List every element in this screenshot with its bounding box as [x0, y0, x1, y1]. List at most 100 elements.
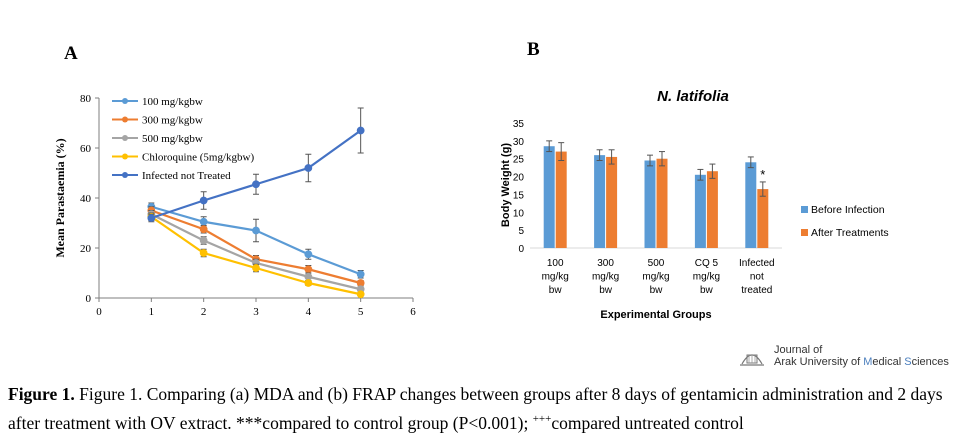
- chart-b-x-tick-label: mg/kg: [642, 272, 669, 283]
- chart-a-x-tick-label: 0: [96, 306, 102, 318]
- chart-a-data-point: [252, 226, 260, 235]
- chart-b-error-bar: [697, 168, 704, 181]
- chart-a-x-ticks: 0 1 2 3 4 5 6: [96, 298, 416, 318]
- chart-b-x-tick-label: Infected: [739, 258, 775, 269]
- chart-a-data-point: [252, 180, 260, 189]
- chart-b-error-bar: [596, 149, 603, 161]
- chart-b-error-bar: [546, 140, 553, 153]
- chart-a-x-tick-label: 3: [253, 306, 259, 318]
- journal-title: Journal of Arak University of Medical Sc…: [774, 344, 949, 368]
- chart-b-y-tick-label: 15: [513, 190, 525, 201]
- chart-b-error-bar: [709, 163, 716, 179]
- chart-b-y-ticks: 0 5 10 15 20 25 30 35: [513, 119, 525, 255]
- chart-b-title: N. latifolia: [657, 88, 729, 105]
- chart-b-error-bar: [747, 156, 754, 169]
- chart-b-x-tick-label: bw: [700, 285, 714, 296]
- chart-b-y-tick-label: 35: [513, 119, 525, 130]
- chart-b-legend-swatch: [801, 229, 808, 236]
- chart-b-x-tick-label: treated: [741, 285, 772, 296]
- chart-a-series: [147, 107, 365, 299]
- chart-a-data-point: [356, 270, 365, 279]
- caption-superscript: +++: [532, 413, 552, 425]
- chart-a-legend-label: 500 mg/kgbw: [142, 133, 203, 145]
- chart-b-y-tick-label: 10: [513, 208, 525, 219]
- chart-b-y-tick-label: 25: [513, 155, 525, 166]
- chart-a-y-tick-label: 0: [86, 293, 92, 305]
- chart-a-data-point: [199, 196, 208, 205]
- chart-b-x-tick-label: 100: [547, 258, 564, 269]
- chart-b-x-tick-label: bw: [599, 285, 613, 296]
- chart-b-y-tick-label: 5: [518, 226, 524, 237]
- journal-emblem-icon: [740, 354, 764, 366]
- chart-b: N. latifolia Body Weight (g) 0 5 10 15 20 25 3…: [500, 88, 889, 321]
- chart-b-bar: [745, 162, 757, 248]
- chart-b-error-bar: [659, 151, 665, 167]
- chart-b-y-tick-label: 20: [513, 173, 525, 184]
- journal-title-line2: Arak University of Medical Sciences: [774, 356, 949, 368]
- chart-b-bars: *: [543, 140, 769, 248]
- chart-a-y-tick-label: 40: [80, 193, 92, 205]
- chart-a-legend-item: Chloroquine (5mg/kgbw): [112, 152, 254, 164]
- caption-text: Figure 1. Comparing (a) MDA and (b) FRAP…: [8, 384, 943, 433]
- chart-a-y-tick-label: 60: [80, 143, 92, 155]
- chart-a-data-point: [304, 250, 313, 259]
- chart-b-bar: [594, 155, 606, 248]
- chart-a-legend-label: Chloroquine (5mg/kgbw): [142, 152, 254, 164]
- chart-a-data-point: [304, 265, 313, 274]
- chart-a-y-axis-label: Mean Parastaemia (%): [53, 138, 67, 257]
- chart-a-x-tick-label: 4: [306, 306, 312, 318]
- chart-b-x-tick-label: bw: [549, 285, 563, 296]
- chart-a-x-tick-label: 5: [358, 306, 364, 318]
- chart-a-data-point: [304, 279, 313, 287]
- chart-a-legend-item: 100 mg/kgbw: [112, 96, 203, 108]
- chart-a-legend-marker: [122, 153, 128, 160]
- chart-b-bar: [757, 189, 769, 248]
- chart-a: Mean Parastaemia (%) 0 20 40 60 80 0 1 2 3 4 5 6 1…: [53, 93, 416, 318]
- chart-b-y-axis-label: Body Weight (g): [500, 143, 512, 227]
- chart-b-bar: [644, 160, 656, 248]
- figure-caption: Figure 1. Figure 1. Comparing (a) MDA an…: [8, 382, 953, 436]
- chart-a-legend-item: 500 mg/kgbw: [112, 133, 203, 145]
- chart-b-legend-label: Before Infection: [811, 204, 885, 216]
- chart-a-legend-marker: [122, 98, 128, 104]
- chart-b-bar: [606, 156, 618, 248]
- chart-b-x-tick-label: CQ 5: [695, 258, 719, 269]
- chart-a-x-tick-label: 1: [149, 306, 155, 318]
- chart-b-bar: [656, 158, 668, 248]
- chart-a-x-tick-label: 2: [201, 306, 207, 318]
- chart-b-x-axis-label: Experimental Groups: [600, 309, 711, 321]
- chart-a-legend-label: 300 mg/kgbw: [142, 115, 203, 127]
- chart-a-data-point: [356, 126, 365, 135]
- chart-b-y-tick-label: 30: [513, 137, 525, 148]
- chart-a-y-tick-label: 20: [80, 243, 92, 255]
- chart-a-data-point: [147, 214, 156, 222]
- chart-a-legend-label: 100 mg/kgbw: [142, 96, 203, 108]
- panel-b-label: B: [527, 39, 540, 60]
- chart-b-x-tick-label: mg/kg: [693, 272, 720, 283]
- journal-title-line1: Journal of: [774, 344, 823, 356]
- chart-a-x-tick-label: 6: [410, 306, 416, 318]
- chart-b-x-tick-label: mg/kg: [592, 272, 619, 283]
- chart-a-data-point: [199, 236, 208, 245]
- chart-b-x-ticks: 100 mg/kg bw 300 mg/kg bw 500 mg/kg bw CQ 5 mg/kg b…: [542, 258, 775, 296]
- chart-b-y-tick-label: 0: [518, 244, 524, 255]
- chart-b-legend-label: After Treatments: [811, 227, 889, 239]
- chart-b-bar: [543, 146, 555, 248]
- chart-a-legend-marker: [122, 116, 128, 123]
- chart-b-bar: [555, 151, 567, 248]
- chart-a-series-2: [147, 206, 365, 287]
- chart-b-error-bar: [558, 142, 565, 161]
- caption-figure-number: Figure 1.: [8, 384, 75, 404]
- chart-a-y-tick-label: 80: [80, 93, 92, 105]
- chart-a-data-point: [199, 225, 208, 234]
- chart-b-legend: Before Infection After Treatments: [801, 204, 889, 239]
- chart-a-data-point: [356, 290, 365, 299]
- chart-a-data-point: [304, 164, 313, 172]
- chart-b-x-tick-label: 500: [648, 258, 665, 269]
- chart-b-bar: [694, 174, 706, 248]
- chart-a-series-5: [147, 107, 365, 223]
- chart-b-legend-item: Before Infection: [801, 204, 885, 216]
- chart-a-data-point: [199, 217, 208, 226]
- chart-b-bar: [706, 171, 718, 248]
